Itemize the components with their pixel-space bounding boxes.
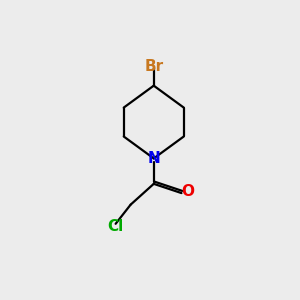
Text: N: N [147,151,160,166]
Text: Cl: Cl [107,219,124,234]
Text: O: O [182,184,194,200]
Text: Br: Br [144,58,163,74]
